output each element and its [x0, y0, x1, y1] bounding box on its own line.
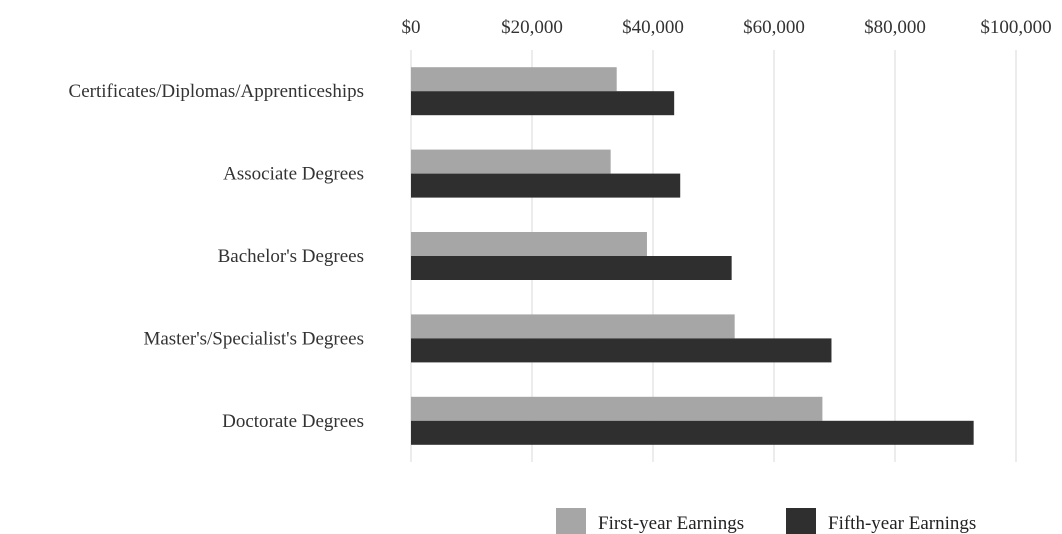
x-tick-label: $80,000 — [864, 17, 926, 38]
x-tick-label: $20,000 — [501, 17, 563, 38]
legend-label: First-year Earnings — [598, 513, 744, 534]
category-label: Doctorate Degrees — [222, 411, 364, 432]
bar-fifth-year — [411, 173, 681, 198]
x-tick-label: $40,000 — [622, 17, 684, 38]
bars — [411, 67, 974, 445]
bar-first-year — [411, 396, 823, 421]
bar-fifth-year — [411, 338, 832, 363]
bar-fifth-year — [411, 420, 974, 445]
x-tick-label: $100,000 — [980, 17, 1051, 38]
legend-swatch — [786, 508, 816, 534]
legend-swatch — [556, 508, 586, 534]
bar-first-year — [411, 149, 611, 174]
legend: First-year Earnings Fifth-year Earnings — [556, 508, 976, 534]
x-tick-labels: $0 $20,000 $40,000 $60,000 $80,000 $100,000 — [402, 17, 1052, 38]
bar-first-year — [411, 232, 647, 256]
bar-first-year — [411, 67, 617, 92]
bar-fifth-year — [411, 256, 732, 280]
category-labels: Certificates/Diplomas/Apprenticeships Ass… — [69, 81, 364, 432]
x-tick-label: $60,000 — [743, 17, 805, 38]
x-tick-label: $0 — [402, 17, 421, 38]
category-label: Bachelor's Degrees — [218, 246, 364, 267]
category-label: Master's/Specialist's Degrees — [143, 328, 364, 349]
category-label: Associate Degrees — [223, 164, 364, 185]
category-label: Certificates/Diplomas/Apprenticeships — [69, 81, 364, 102]
legend-label: Fifth-year Earnings — [828, 513, 976, 534]
bar-fifth-year — [411, 91, 675, 116]
bar-first-year — [411, 314, 735, 339]
